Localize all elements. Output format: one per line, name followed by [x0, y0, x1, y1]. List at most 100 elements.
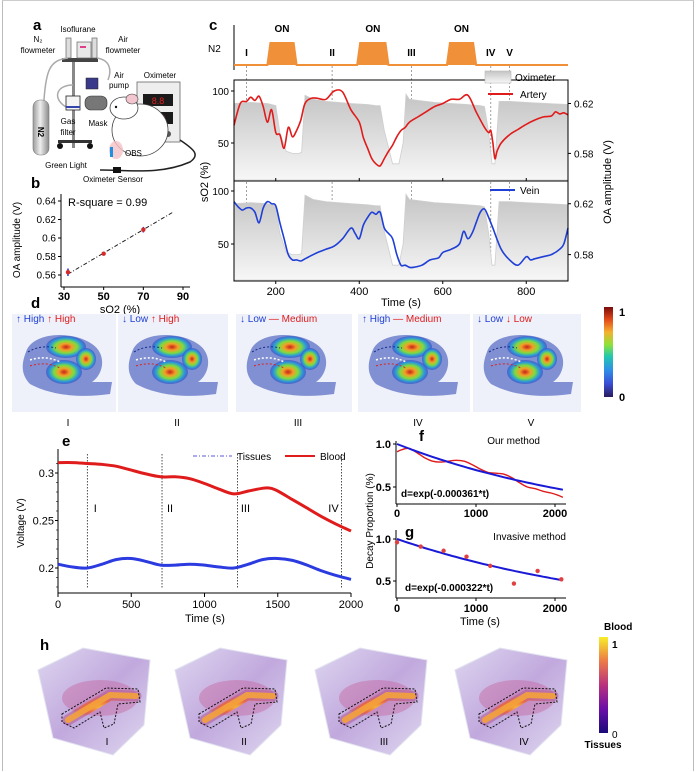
- d-vein-indicator: ↓ Low: [477, 314, 506, 325]
- d-colorbar-min: 0: [619, 392, 625, 404]
- h-vessel-volume-IV: IV: [454, 647, 568, 756]
- c-ytick-left-label: 50: [218, 139, 230, 150]
- e-phase-label: II: [167, 503, 173, 515]
- label-air-flowmeter: Air flowmeter: [106, 35, 141, 55]
- b-ytick-label: 0.62: [37, 215, 57, 226]
- h-colorbar-min: 0: [612, 730, 618, 741]
- d-image-row: ↑ High ↑ High I ↓ Low ↑ High II ↓ Low — Medi…: [12, 314, 581, 429]
- e-xtick-label: 500: [122, 599, 140, 611]
- b-xtick-label: 90: [177, 291, 189, 303]
- c-ytick-left-label: 100: [212, 187, 229, 198]
- d-colorbar: [604, 307, 613, 397]
- d-brain-image-II: ↓ Low ↑ High II: [118, 314, 228, 429]
- f-ytick-label: 1.0: [376, 439, 391, 451]
- g-data-point: [559, 577, 564, 582]
- c-oximeter-area: [233, 92, 569, 181]
- d-heat-lower: [152, 360, 188, 384]
- d-heat-hotspot: [182, 348, 202, 370]
- h-vessel-outline: [338, 687, 418, 729]
- h-vessel-core: [202, 691, 276, 723]
- panel-label-f: f: [419, 428, 425, 445]
- d-heat-lower: [507, 360, 543, 384]
- d-heat-lower: [270, 360, 306, 384]
- label-obs: OBS: [125, 149, 142, 158]
- d-heat-lower: [392, 360, 428, 384]
- c-ytick-right-label: 0.58: [574, 149, 594, 160]
- h-image-label: IV: [519, 737, 529, 748]
- d-vein-indicator: ↑ High: [16, 314, 47, 325]
- panel-b-calibration-chart: b R-square = 0.99 0.56 0.58 0.6 0.62 0.64 30…: [12, 175, 190, 316]
- h-colorbar-top-label: Blood: [604, 622, 632, 633]
- e-series: [57, 461, 352, 581]
- g-data-point: [511, 581, 517, 586]
- f-series: [396, 443, 564, 498]
- label-isoflurane: Isoflurane: [60, 25, 96, 34]
- label-green-light: Green Light: [45, 161, 88, 170]
- c-ytick-left-label: 50: [218, 240, 230, 251]
- b-ytick-label: 0.6: [42, 234, 56, 245]
- g-data-point: [464, 554, 469, 559]
- h-vessel-core: [65, 691, 139, 723]
- label-air-2: Air: [114, 71, 124, 80]
- panel-c-so2-timecourse: c N2 ON ON ON I II III IV V 50100501000.620.58…: [199, 17, 614, 309]
- h-vessel-volume-I: I: [37, 647, 151, 756]
- d-brain-image-I: ↑ High ↑ High I: [12, 314, 116, 429]
- n2-tank-icon: [32, 99, 50, 156]
- c-legend-artery-label: Artery: [520, 90, 547, 101]
- h-colorbar-bottom-label: Tissues: [584, 740, 621, 751]
- d-artery-dash: [490, 363, 522, 369]
- h-vessel-volume-III: III: [314, 647, 428, 756]
- wheel-icon: [87, 143, 93, 149]
- panel-label-d: d: [31, 295, 40, 312]
- e-phase-label: III: [241, 503, 250, 515]
- e-ytick-label: 0.2: [39, 563, 54, 575]
- b-ytick-label: 0.58: [37, 252, 57, 263]
- f-xtick-label: 1000: [464, 508, 488, 520]
- b-data-point: [101, 251, 106, 256]
- c-legend-oximeter-label: Oximeter: [515, 73, 556, 84]
- d-brain-image-IV: ↑ High — Medium IV: [358, 314, 470, 429]
- g-data-point: [488, 563, 493, 569]
- h-colorbar-max: 1: [612, 640, 618, 651]
- g-xtick-label: 2000: [543, 603, 567, 615]
- d-vessel-dash-white: [490, 357, 522, 363]
- d-artery-dash: [135, 363, 167, 369]
- c-n2-label: N2: [208, 44, 221, 55]
- label-oximeter-sensor: Oximeter Sensor: [83, 175, 143, 184]
- d-heat-lower: [46, 360, 82, 384]
- c-phase-label: V: [506, 48, 513, 59]
- n2-tank-label: N2: [36, 127, 45, 138]
- f-ytick-label: 0.5: [376, 482, 391, 494]
- d-artery-dash: [375, 363, 407, 369]
- c-phase-label: IV: [486, 48, 496, 59]
- c-n2-trace: ON ON ON: [234, 24, 568, 66]
- air-flowmeter-icon: [91, 37, 98, 59]
- g-xtick-label: 0: [394, 603, 400, 615]
- stand-base: [58, 140, 92, 143]
- d-heat-cortex: [392, 336, 432, 358]
- n2-tube: [43, 57, 69, 101]
- d-brain-image-V: ↓ Low ↓ Low V: [473, 314, 581, 429]
- c-n2-on-pulse: [446, 43, 477, 65]
- e-line-blood: [57, 461, 352, 533]
- d-heat-hotspot: [300, 348, 320, 370]
- c-n2-on-pulse: [267, 43, 297, 65]
- b-data-point: [141, 227, 146, 232]
- oximeter-display-top: [143, 94, 173, 106]
- c-bottom-frame: [233, 180, 569, 282]
- b-fit-line: [67, 211, 174, 275]
- e-ylabel: Voltage (V): [16, 498, 27, 547]
- g-xlabel: Time (s): [460, 616, 500, 628]
- e-ytick-label: 0.25: [33, 516, 54, 528]
- c-phase-label: I: [245, 48, 248, 59]
- d-image-label: V: [528, 418, 535, 429]
- b-ytick-label: 0.64: [37, 197, 57, 208]
- d-indicator-text: ↑ High — Medium: [362, 314, 441, 325]
- c-xtick-label: 800: [517, 286, 535, 298]
- label-gas: Gas: [61, 117, 76, 126]
- c-axes-ticks: 50 100 50 100 0.62 0.58 0.62 0.58 200 400 600 800: [212, 87, 594, 298]
- b-y-ticks: 0.56 0.58 0.6 0.62 0.64: [37, 197, 61, 282]
- oximeter-cable: [99, 139, 196, 172]
- panel-label-b: b: [31, 175, 40, 192]
